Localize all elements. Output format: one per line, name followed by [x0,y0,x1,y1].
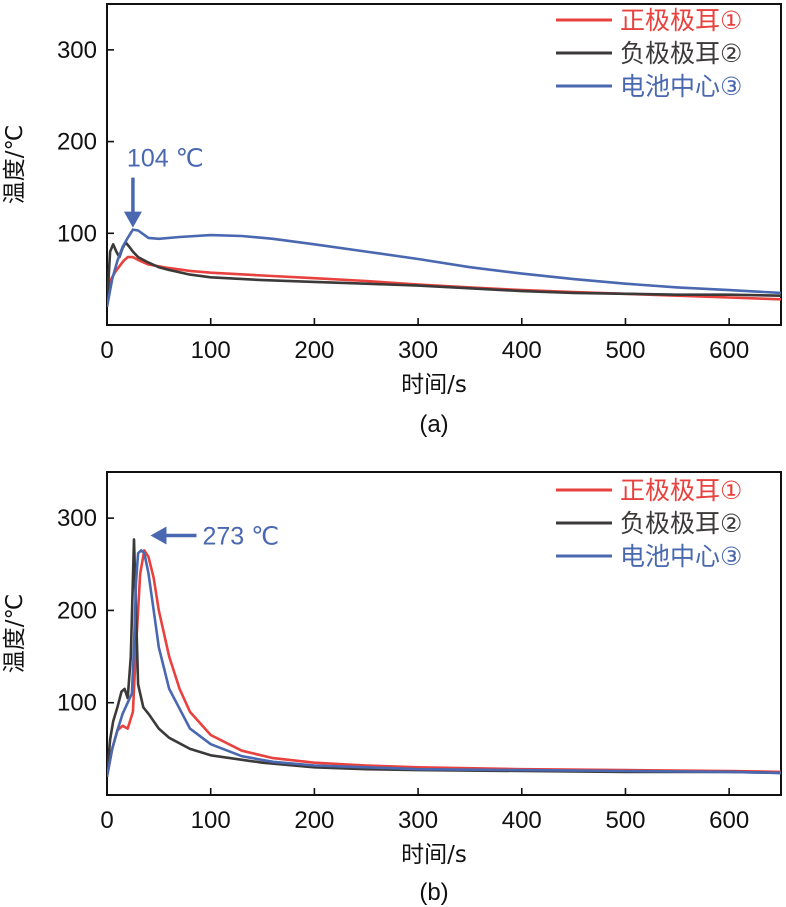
y-tick-label: 100 [57,220,97,247]
x-tick-label: 100 [191,807,231,834]
annotation-label: 104 ℃ [127,145,204,173]
y-axis-label: 温度/℃ [2,594,28,674]
x-tick-label: 0 [100,337,113,364]
panel-label: (b) [419,879,448,906]
x-tick-label: 500 [605,807,645,834]
plot-frame [106,3,782,326]
y-axis-label: 温度/℃ [2,125,28,205]
plot-frame [106,471,782,796]
x-tick-label: 400 [502,807,542,834]
panel-label: (a) [419,411,448,438]
chart-panel-a: 0 100 200 300 400 500 600 100 200 300 时间/s 温度/℃ (a) 正… [2,3,782,438]
legend-label-2: 负极极耳② [620,509,742,538]
x-tick-label: 100 [191,337,231,364]
legend-label-1: 正极极耳① [620,6,742,35]
x-axis-label: 时间/s [401,372,467,398]
y-tick-label: 300 [57,37,97,64]
x-tick-label: 300 [398,337,438,364]
x-tick-label: 400 [502,337,542,364]
y-tick-label: 100 [57,690,97,717]
x-tick-label: 500 [605,337,645,364]
legend-label-2: 负极极耳② [620,39,742,68]
x-tick-label: 600 [709,807,749,834]
series-line-1 [107,255,781,307]
x-axis-label: 时间/s [401,842,467,868]
chart-panel-b: 0 100 200 300 400 500 600 100 200 300 时间/s 温度/℃ (b) 正… [2,471,782,906]
legend-label-3: 电池中心③ [620,542,742,571]
series-line-3 [107,549,781,777]
x-tick-label: 0 [100,807,113,834]
y-tick-label: 200 [57,129,97,156]
legend-label-3: 电池中心③ [620,72,742,101]
annotation-arrow-head [150,526,167,545]
series-line-1 [107,549,781,777]
legend-label-1: 正极极耳① [620,476,742,505]
series-line-3 [107,228,781,307]
y-tick-label: 200 [57,597,97,624]
x-tick-label: 300 [398,807,438,834]
annotation-arrow-head [123,211,142,228]
annotation-label: 273 ℃ [202,522,279,550]
x-tick-label: 200 [294,807,334,834]
x-tick-label: 200 [294,337,334,364]
x-tick-label: 600 [709,337,749,364]
y-tick-label: 300 [57,505,97,532]
